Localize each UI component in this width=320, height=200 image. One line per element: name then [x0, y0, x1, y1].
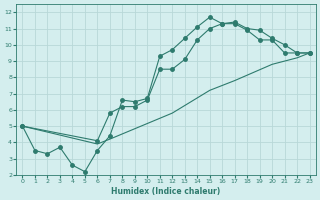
- X-axis label: Humidex (Indice chaleur): Humidex (Indice chaleur): [111, 187, 221, 196]
